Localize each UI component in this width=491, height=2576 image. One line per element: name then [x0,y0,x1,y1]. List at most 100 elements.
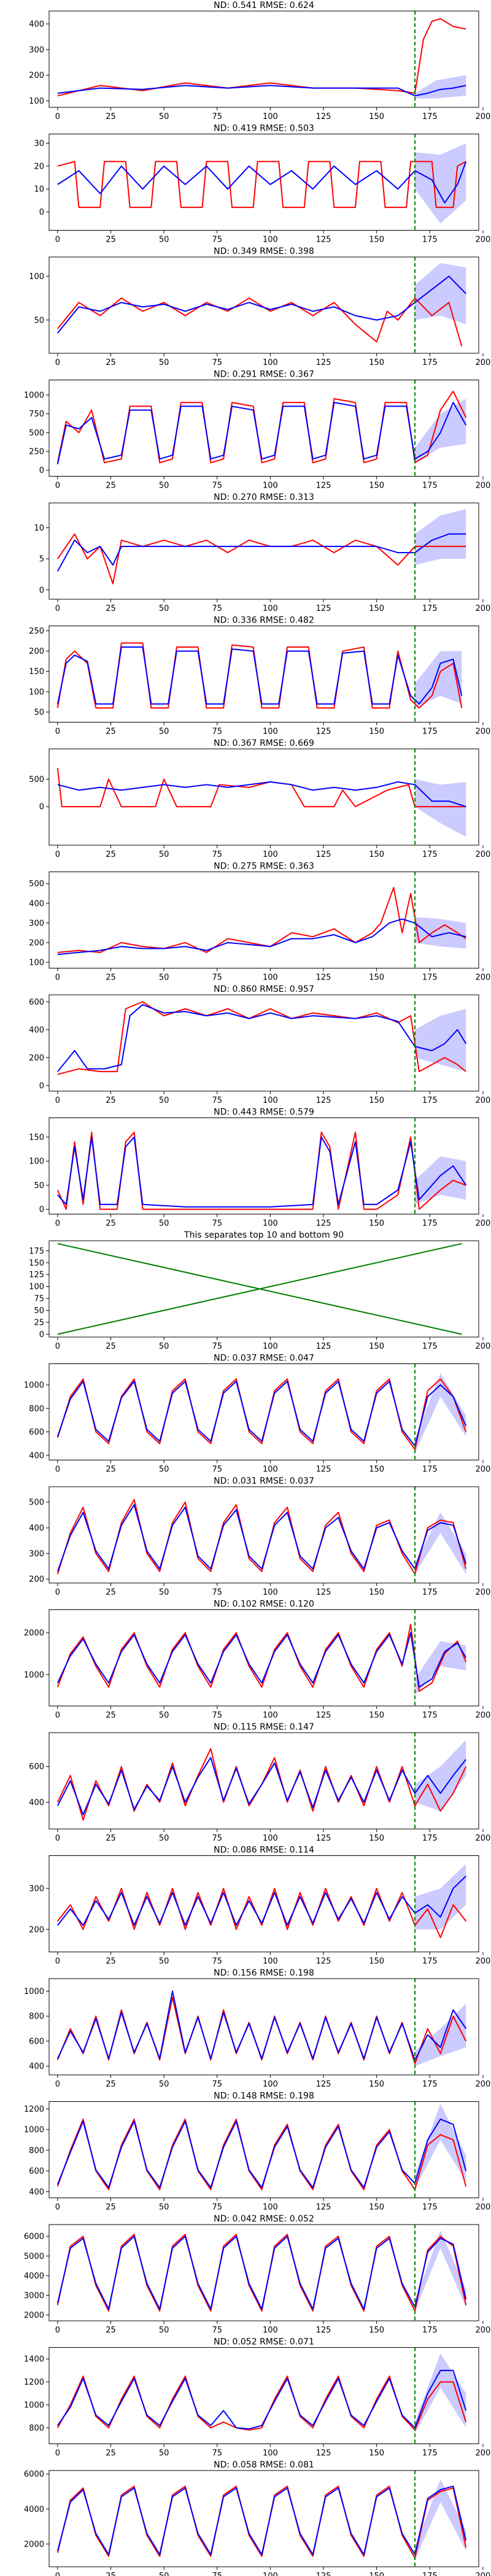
series-actual-line [56,390,467,464]
x-tick-label: 150 [369,2326,384,2335]
x-tick-label: 125 [316,850,331,859]
x-tick-label: 25 [106,2080,116,2089]
y-tick-label: 75 [34,1295,44,1304]
chart-title: ND: 0.291 RMSE: 0.367 [214,370,314,380]
y-tick-label: 30 [34,139,44,148]
axes-frame [48,134,479,231]
x-tick-label: 100 [263,2080,278,2089]
x-tick-label: 75 [212,850,222,859]
x-tick-label: 200 [476,358,491,367]
x-tick-label: 100 [263,973,278,983]
x-tick-label: 75 [212,727,222,737]
x-tick-label: 50 [159,1834,169,1843]
x-tick-label: 0 [55,481,60,491]
x-tick-label: 25 [106,2203,116,2212]
x-tick-label: 200 [476,2080,491,2089]
y-tick-label: 50 [34,1306,44,1316]
x-tick-label: 100 [263,1588,278,1597]
y-tick-label: 800 [29,2012,44,2022]
x-tick-label: 200 [476,2572,491,2576]
x-tick-label: 175 [422,2449,438,2458]
prediction-band [415,1641,466,1696]
y-tick-label: 750 [29,410,44,419]
series-predicted-line [57,2369,467,2430]
series-predicted-line [57,1003,467,1072]
chart-panel-0: ND: 0.541 RMSE: 0.624 100 200 300 400 0 25 50 75… [29,1,490,121]
chart-title: ND: 0.349 RMSE: 0.398 [214,247,314,256]
x-tick-label: 75 [212,1465,222,1474]
x-tick-label: 200 [476,2203,491,2212]
x-tick-label: 150 [369,236,384,245]
y-tick-label: 0 [39,1081,44,1091]
x-tick-label: 0 [55,358,60,367]
x-tick-label: 25 [106,1096,116,1105]
y-tick-label: 2000 [24,1629,44,1638]
x-tick-label: 125 [316,2572,331,2576]
y-tick-label: 200 [29,647,44,656]
chart-title: ND: 0.367 RMSE: 0.669 [214,738,314,748]
x-tick-label: 0 [55,1834,60,1843]
series-predicted-line [57,1136,467,1208]
x-tick-label: 100 [263,850,278,859]
y-tick-label: 400 [29,1798,44,1807]
x-tick-label: 100 [263,2203,278,2212]
x-tick-label: 125 [316,2080,331,2089]
x-tick-label: 200 [476,604,491,613]
x-tick-label: 100 [263,2572,278,2576]
x-tick-label: 200 [476,850,491,859]
y-tick-label: 150 [29,1259,44,1268]
y-tick-label: 500 [29,1498,44,1508]
x-tick-label: 125 [316,358,331,367]
x-tick-label: 100 [263,1342,278,1351]
series-predicted-line [57,85,466,97]
x-tick-label: 175 [422,1219,438,1229]
chart-title: ND: 0.541 RMSE: 0.624 [214,1,314,10]
x-tick-label: 200 [476,1342,491,1351]
x-tick-label: 100 [263,358,278,367]
x-tick-label: 50 [159,2080,169,2089]
y-tick-label: 250 [29,627,44,636]
series-actual-line [56,642,463,709]
x-tick-label: 175 [422,112,438,121]
y-tick-label: 150 [29,667,44,677]
x-tick-label: 175 [422,850,438,859]
x-tick-label: 150 [369,973,384,983]
chart-title: ND: 0.156 RMSE: 0.198 [214,1968,314,1978]
y-tick-label: 200 [29,1925,44,1934]
y-tick-label: 10 [34,185,44,194]
series-actual-line [57,18,466,97]
x-tick-label: 25 [106,1465,116,1474]
y-tick-label: 600 [29,1428,44,1437]
y-tick-label: 0 [39,586,44,595]
x-tick-label: 125 [316,1588,331,1597]
y-tick-label: 600 [29,2037,44,2046]
chart-title: ND: 0.058 RMSE: 0.081 [214,2460,314,2470]
x-tick-label: 25 [106,1219,116,1229]
y-tick-label: 20 [34,162,44,171]
series-predicted-line [56,1632,467,1688]
x-tick-label: 25 [106,1588,116,1597]
x-tick-label: 150 [369,1219,384,1229]
y-tick-label: 1200 [24,2378,44,2387]
x-tick-label: 50 [159,1465,169,1474]
series-actual-line [57,533,466,585]
y-tick-label: 500 [29,880,44,889]
y-tick-label: 6000 [24,2233,44,2242]
x-tick-label: 125 [316,236,331,245]
series-actual-line [57,161,466,209]
x-tick-label: 50 [159,1957,169,1966]
x-tick-label: 125 [316,1096,331,1105]
chart-title: ND: 0.115 RMSE: 0.147 [214,1722,314,1732]
x-tick-label: 100 [263,1219,278,1229]
axes-frame [48,626,479,723]
y-tick-label: 300 [29,1884,44,1893]
x-tick-label: 175 [422,481,438,491]
y-tick-label: 25 [34,1318,44,1327]
x-tick-label: 100 [263,2326,278,2335]
x-tick-label: 100 [263,236,278,245]
y-tick-label: 250 [29,448,44,457]
x-tick-label: 150 [369,112,384,121]
chart-panel-14: ND: 0.115 RMSE: 0.147 400 600 0 25 50 75 100 125… [29,1722,490,1843]
prediction-band [415,1373,466,1454]
